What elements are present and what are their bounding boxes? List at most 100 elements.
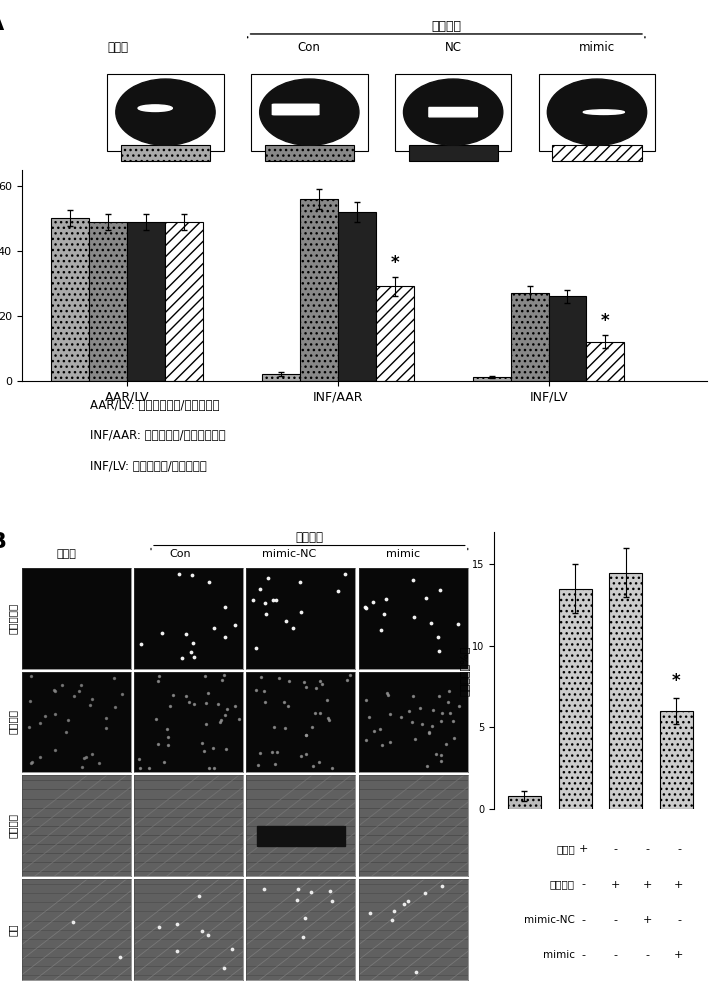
Text: *: * — [672, 672, 681, 690]
Point — [39, 708, 50, 724]
Bar — [376, 286, 414, 381]
Point — [226, 941, 238, 957]
Point — [25, 755, 37, 771]
Point — [433, 643, 445, 659]
Point — [114, 949, 125, 965]
Point — [395, 709, 407, 725]
Point — [255, 669, 267, 685]
Point — [295, 748, 306, 764]
Point — [321, 692, 332, 708]
Point — [173, 566, 185, 582]
Point — [306, 719, 318, 735]
Bar — [165, 222, 203, 381]
Bar — [586, 342, 624, 381]
Point — [86, 691, 97, 707]
Point — [162, 729, 174, 745]
Text: mimic: mimic — [543, 950, 575, 960]
Point — [279, 720, 291, 736]
Point — [442, 694, 454, 710]
Point — [93, 755, 105, 771]
Point — [435, 753, 447, 769]
Point — [424, 724, 435, 740]
Point — [188, 696, 200, 712]
Point — [404, 703, 415, 719]
Point — [74, 683, 85, 699]
Text: mimic-NC: mimic-NC — [262, 549, 317, 559]
Point — [68, 688, 80, 704]
Point — [420, 590, 432, 606]
Point — [434, 582, 446, 598]
Point — [266, 744, 278, 760]
Point — [291, 892, 303, 908]
Bar — [508, 796, 541, 809]
Text: 凋亡细胞核: 凋亡细胞核 — [8, 603, 18, 634]
Point — [262, 570, 274, 586]
Bar — [257, 826, 345, 846]
Point — [327, 760, 338, 776]
Point — [409, 609, 420, 625]
Point — [250, 682, 262, 698]
Point — [154, 919, 165, 935]
Point — [213, 696, 224, 712]
Point — [250, 640, 262, 656]
Bar — [549, 296, 586, 381]
Point — [133, 751, 145, 767]
Point — [25, 693, 36, 709]
Point — [407, 714, 418, 730]
Ellipse shape — [404, 79, 503, 145]
Bar — [262, 374, 300, 381]
Point — [374, 721, 386, 737]
Bar — [510, 293, 549, 381]
Point — [207, 740, 218, 756]
Text: 心肌细胞: 心肌细胞 — [8, 813, 18, 838]
Point — [310, 680, 322, 696]
Point — [218, 960, 229, 976]
Point — [151, 736, 163, 752]
Point — [267, 719, 279, 735]
Point — [203, 574, 215, 590]
Point — [35, 749, 46, 765]
Text: -: - — [645, 950, 649, 960]
Point — [76, 759, 88, 775]
FancyBboxPatch shape — [539, 74, 655, 151]
Text: *: * — [390, 254, 399, 272]
Point — [270, 592, 282, 608]
Text: Con: Con — [169, 549, 191, 559]
Point — [167, 687, 179, 703]
Text: A: A — [0, 14, 4, 34]
Ellipse shape — [547, 79, 647, 145]
FancyBboxPatch shape — [409, 145, 497, 161]
Point — [322, 710, 333, 726]
FancyBboxPatch shape — [272, 104, 319, 115]
Text: 缺血再灌: 缺血再灌 — [296, 531, 324, 544]
Point — [378, 606, 389, 622]
Point — [215, 712, 226, 728]
Point — [252, 757, 264, 773]
Point — [364, 905, 376, 921]
FancyBboxPatch shape — [552, 145, 642, 161]
Point — [34, 715, 45, 731]
Point — [317, 676, 328, 692]
Point — [50, 683, 61, 699]
Point — [363, 709, 375, 725]
Point — [359, 599, 371, 615]
Circle shape — [138, 105, 172, 111]
Point — [410, 964, 422, 980]
Point — [221, 701, 233, 717]
Point — [203, 760, 215, 776]
Point — [153, 668, 164, 684]
Point — [421, 758, 433, 774]
Point — [62, 712, 74, 728]
Point — [435, 878, 447, 894]
Point — [220, 741, 231, 757]
Point — [298, 929, 309, 945]
Point — [426, 718, 438, 734]
Text: +: + — [611, 880, 620, 890]
Point — [367, 594, 379, 610]
Point — [296, 604, 307, 620]
Point — [278, 694, 289, 710]
Point — [99, 710, 111, 726]
Ellipse shape — [583, 110, 624, 114]
Point — [181, 626, 193, 642]
Point — [444, 705, 456, 721]
